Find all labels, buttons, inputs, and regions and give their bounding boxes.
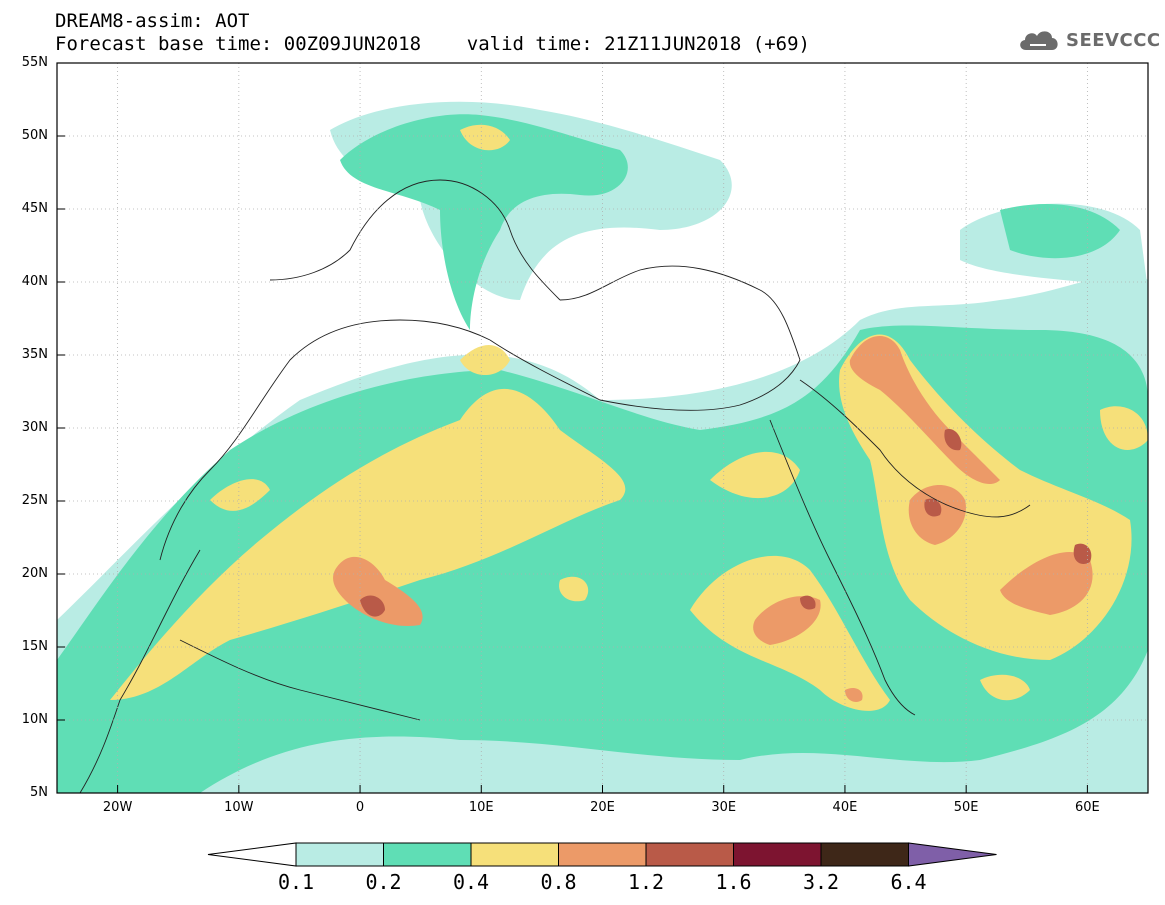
- lon-label: 30E: [711, 800, 737, 815]
- graticule: [57, 63, 1148, 793]
- lon-label: 50E: [953, 800, 979, 815]
- lat-label: 10N: [21, 712, 48, 727]
- lat-label: 20N: [21, 566, 48, 581]
- colorbar-label: 1.6: [715, 870, 752, 894]
- colorbar-label: 3.2: [802, 870, 840, 894]
- lon-label: 20E: [590, 800, 615, 815]
- lat-label: 55N: [21, 55, 48, 70]
- colorbar-label: 0.1: [277, 870, 315, 894]
- map-title: DREAM8-assim: AOT: [55, 10, 250, 32]
- lat-label: 15N: [21, 639, 48, 654]
- axis-ticks: [57, 135, 1088, 793]
- colorbar-label: 0.2: [365, 870, 402, 894]
- lat-label: 30N: [21, 420, 48, 435]
- lat-label: 35N: [21, 347, 48, 362]
- lon-label: 20W: [102, 800, 133, 815]
- lon-label: 40E: [832, 800, 858, 815]
- colorbar-label: 6.4: [890, 870, 927, 894]
- lon-label: 10E: [468, 800, 494, 815]
- lat-label: 40N: [21, 274, 48, 289]
- logo-text: SEEVCCC: [1066, 29, 1161, 51]
- lon-label: 60E: [1074, 800, 1100, 815]
- lon-label: 0: [355, 800, 365, 815]
- lon-label: 10W: [224, 800, 254, 815]
- colorbar-label: 1.2: [627, 870, 665, 894]
- lat-label: 45N: [21, 201, 48, 216]
- cloud-icon: [1020, 31, 1058, 50]
- colorbar-label: 0.4: [452, 870, 490, 894]
- lat-label: 50N: [21, 128, 48, 143]
- seevccc-logo: SEEVCCC: [1016, 22, 1161, 58]
- map-subtitle: Forecast base time: 00Z09JUN2018 valid t…: [55, 33, 810, 55]
- lat-label: 5N: [30, 785, 48, 800]
- lat-label: 25N: [21, 493, 48, 508]
- colorbar-label: 0.8: [540, 870, 577, 894]
